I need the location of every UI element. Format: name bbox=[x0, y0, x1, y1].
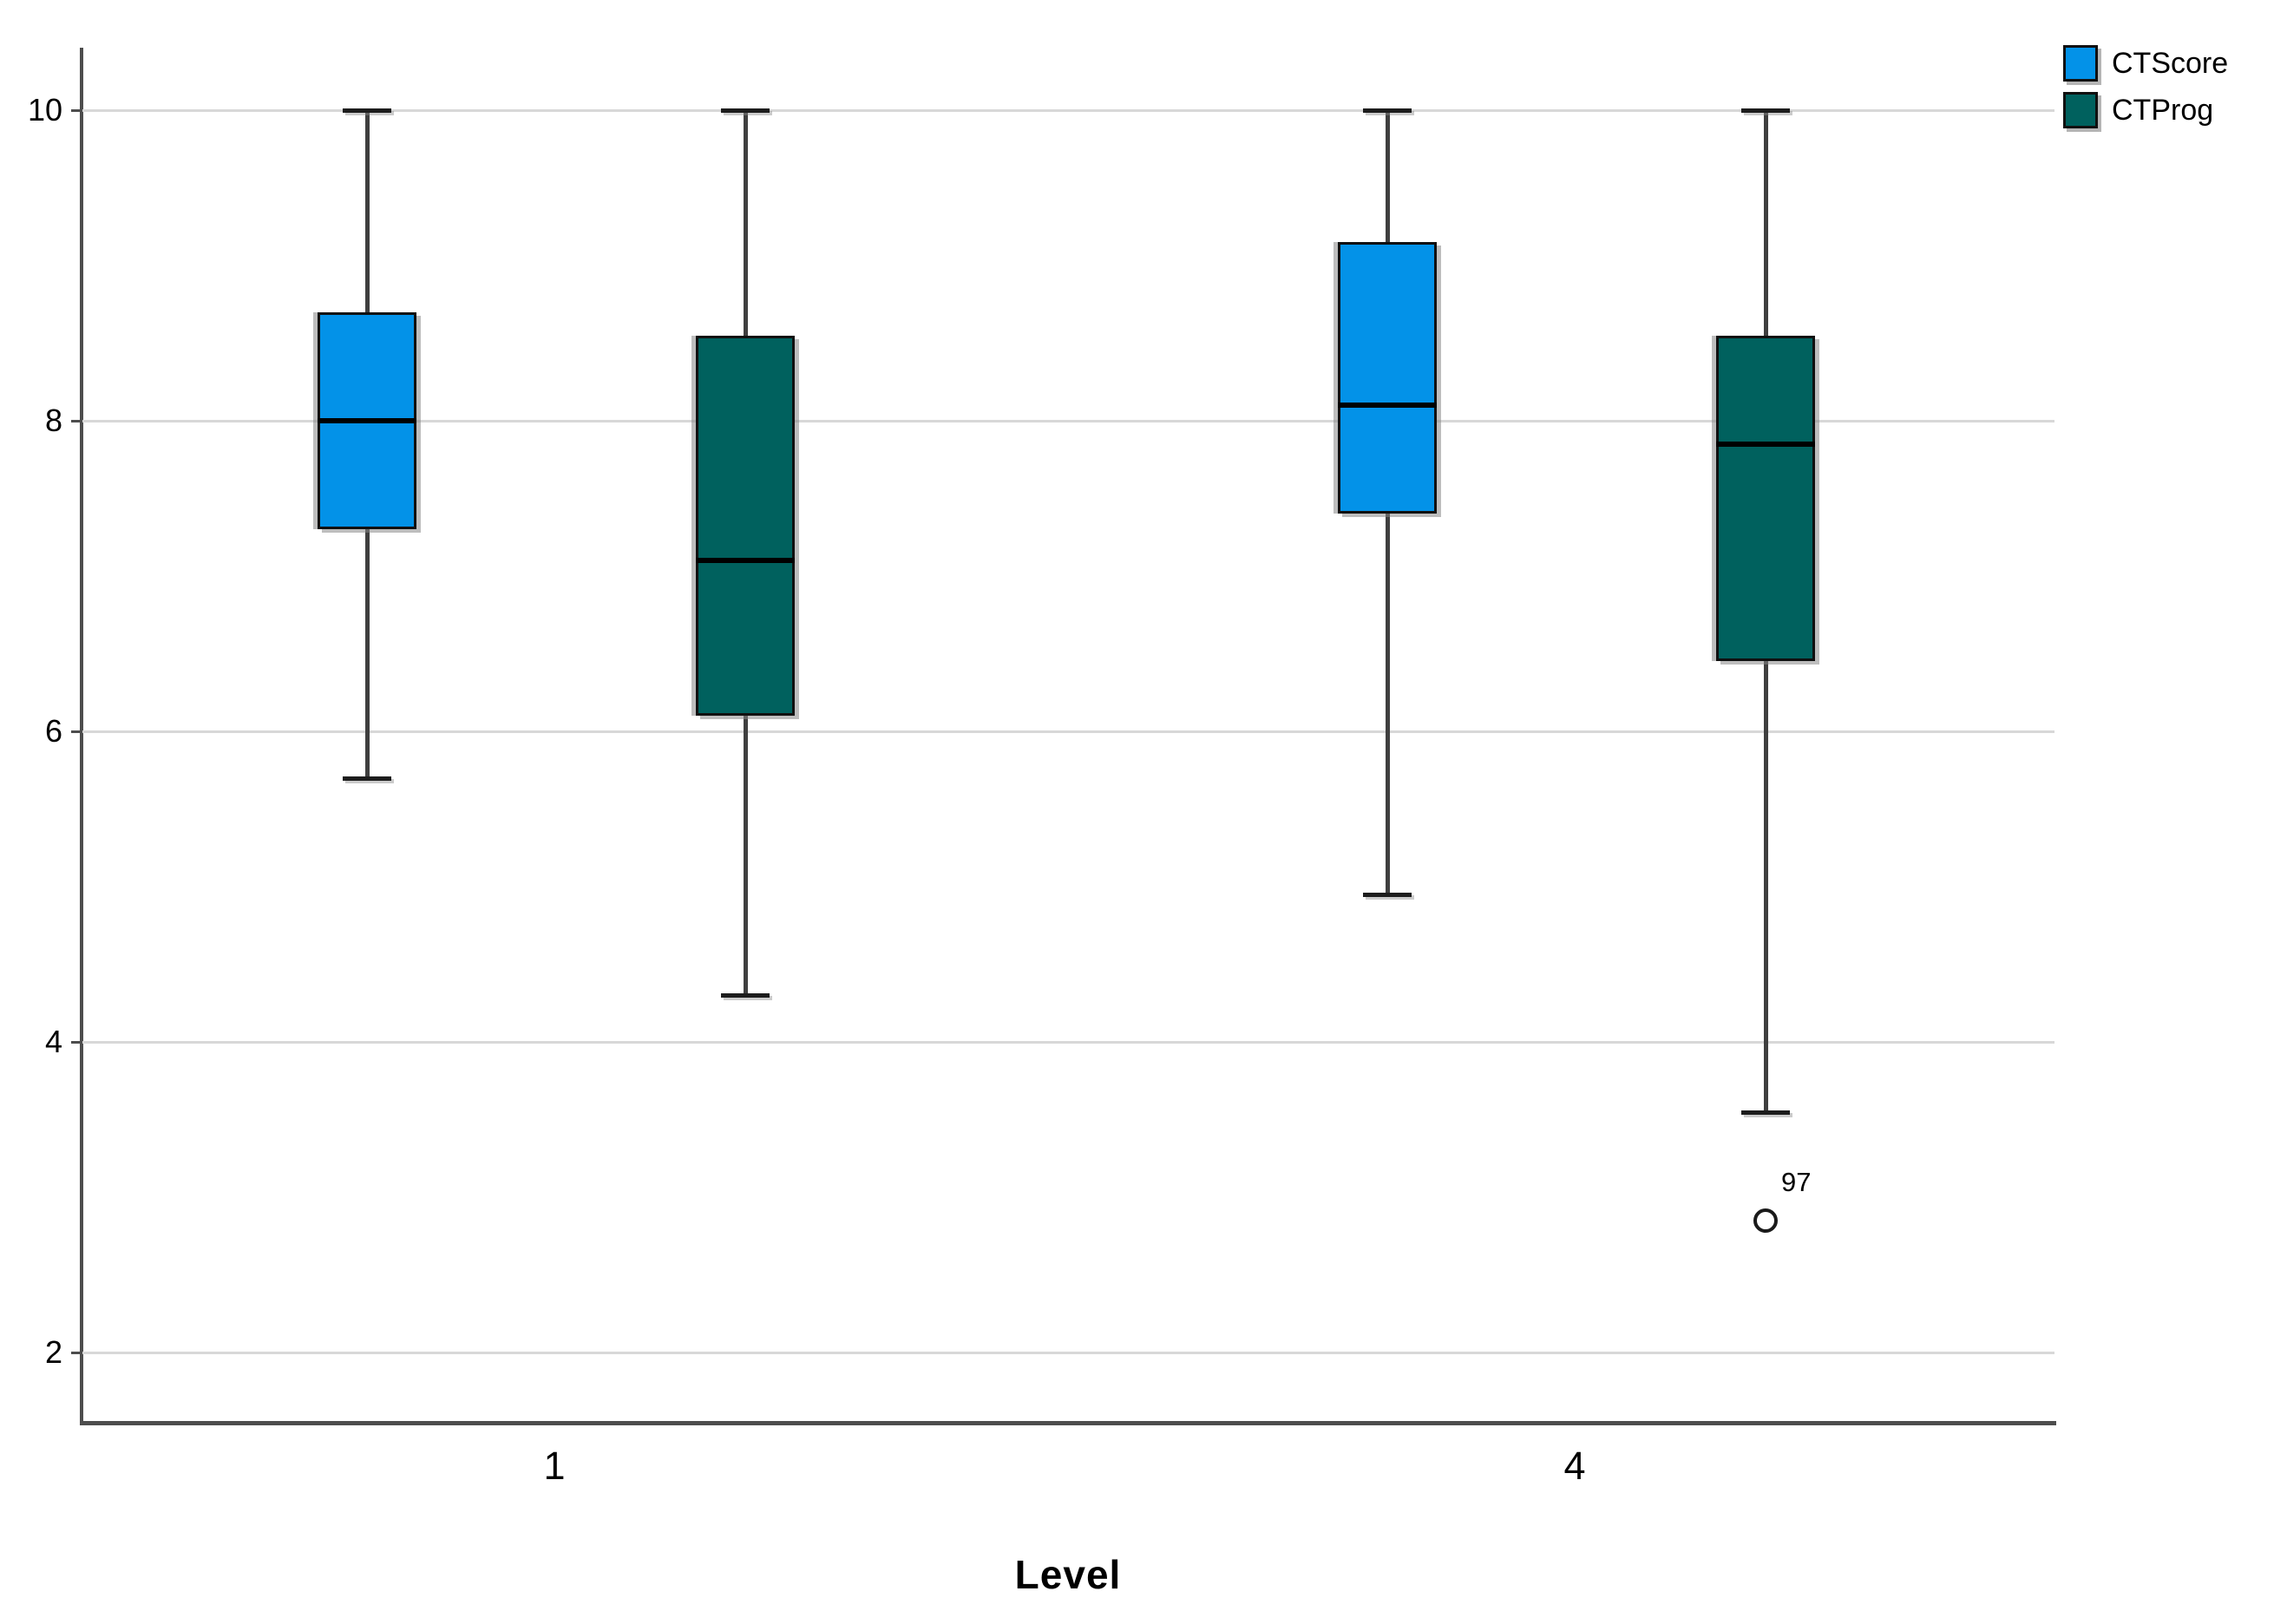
whisker-cap-lower-ctprog-level1 bbox=[721, 993, 770, 999]
median-ctscore-level4 bbox=[1338, 403, 1437, 409]
outlier-point-ctprog-level4 bbox=[1753, 1208, 1778, 1233]
y-tick-label-8: 8 bbox=[44, 403, 62, 438]
median-ctprog-level1 bbox=[696, 558, 795, 564]
box-ctscore-level4 bbox=[1338, 242, 1437, 514]
y-axis-tick-2 bbox=[71, 1352, 82, 1354]
legend-label-ctscore: CTScore bbox=[2112, 47, 2229, 80]
gridline-y-8 bbox=[82, 420, 2054, 422]
legend-swatch-ctprog bbox=[2063, 92, 2098, 128]
gridline-y-6 bbox=[82, 730, 2054, 733]
whisker-lower-ctscore-level4 bbox=[1386, 514, 1390, 894]
y-axis-tick-6 bbox=[71, 730, 82, 733]
whisker-cap-upper-ctscore-level1 bbox=[343, 108, 391, 113]
y-tick-label-4: 4 bbox=[44, 1024, 62, 1059]
y-axis-tick-10 bbox=[71, 109, 82, 112]
gridline-y-10 bbox=[82, 109, 2054, 112]
legend: CTScore CTProg bbox=[2063, 45, 2228, 128]
y-tick-label-10: 10 bbox=[27, 92, 62, 128]
whisker-cap-lower-ctscore-level1 bbox=[343, 776, 391, 781]
x-tick-label-4: 4 bbox=[1563, 1444, 1586, 1488]
whisker-cap-upper-ctprog-level1 bbox=[721, 108, 770, 113]
legend-label-ctprog: CTProg bbox=[2112, 94, 2214, 127]
whisker-cap-lower-ctprog-level4 bbox=[1741, 1110, 1790, 1115]
outlier-label-ctprog-level4: 97 bbox=[1781, 1166, 1812, 1197]
median-ctscore-level1 bbox=[318, 418, 416, 423]
y-axis-tick-8 bbox=[71, 420, 82, 422]
whisker-cap-upper-ctprog-level4 bbox=[1741, 108, 1790, 113]
whisker-cap-lower-ctscore-level4 bbox=[1363, 892, 1412, 897]
y-axis-tick-4 bbox=[71, 1041, 82, 1044]
whisker-lower-ctprog-level1 bbox=[744, 716, 748, 996]
box-ctprog-level4 bbox=[1716, 335, 1815, 662]
whisker-upper-ctscore-level4 bbox=[1386, 110, 1390, 243]
legend-swatch-ctscore bbox=[2063, 45, 2098, 82]
gridline-y-2 bbox=[82, 1352, 2054, 1354]
whisker-lower-ctscore-level1 bbox=[365, 529, 370, 778]
whisker-upper-ctprog-level4 bbox=[1764, 110, 1768, 336]
gridline-y-4 bbox=[82, 1041, 2054, 1044]
legend-item-ctprog: CTProg bbox=[2063, 92, 2228, 128]
whisker-upper-ctscore-level1 bbox=[365, 110, 370, 312]
y-axis-line bbox=[80, 48, 83, 1424]
x-tick-label-1: 1 bbox=[543, 1444, 566, 1488]
whisker-upper-ctprog-level1 bbox=[744, 110, 748, 336]
legend-item-ctscore: CTScore bbox=[2063, 45, 2228, 82]
x-axis-title: Level bbox=[1014, 1552, 1122, 1597]
median-ctprog-level4 bbox=[1716, 441, 1815, 447]
y-tick-label-2: 2 bbox=[44, 1334, 62, 1370]
x-axis-line bbox=[80, 1421, 2056, 1425]
whisker-lower-ctprog-level4 bbox=[1764, 661, 1768, 1112]
box-ctprog-level1 bbox=[696, 335, 795, 717]
whisker-cap-upper-ctscore-level4 bbox=[1363, 108, 1412, 113]
y-tick-label-6: 6 bbox=[44, 713, 62, 749]
